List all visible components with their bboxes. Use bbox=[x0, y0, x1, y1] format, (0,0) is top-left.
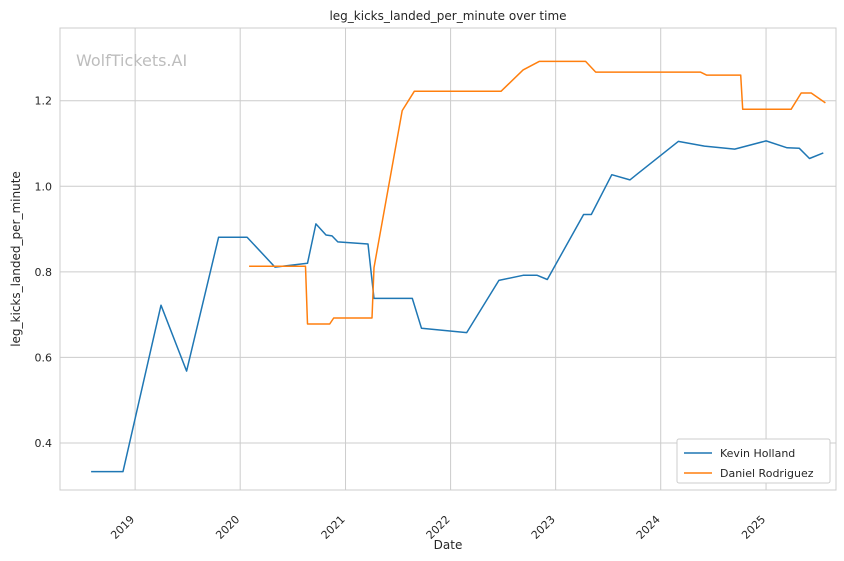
series-line-2 bbox=[249, 60, 826, 325]
y-tick-label: 0.6 bbox=[35, 351, 53, 364]
plot-frame bbox=[59, 27, 837, 491]
y-axis-ticks: 0.4 0.6 0.8 1.0 1.2 bbox=[35, 95, 53, 450]
y-axis-label: leg_kicks_landed_per_minute bbox=[9, 171, 23, 347]
y-tick-label: 1.0 bbox=[35, 180, 53, 193]
y-tick-label: 0.4 bbox=[35, 437, 53, 450]
series-line-1 bbox=[91, 140, 824, 473]
chart-title: leg_kicks_landed_per_minute over time bbox=[329, 9, 566, 23]
watermark: WolfTickets.AI bbox=[76, 51, 187, 70]
y-tick-label: 0.8 bbox=[35, 266, 53, 279]
legend-box bbox=[676, 438, 831, 484]
legend-label: Daniel Rodriguez bbox=[720, 467, 814, 480]
plot-area bbox=[60, 28, 836, 490]
x-axis-label: Date bbox=[434, 538, 463, 552]
legend: Kevin Holland Daniel Rodriguez bbox=[676, 438, 831, 484]
y-tick-label: 1.2 bbox=[35, 95, 53, 108]
series-layer bbox=[91, 60, 826, 473]
legend-label: Kevin Holland bbox=[720, 447, 795, 460]
